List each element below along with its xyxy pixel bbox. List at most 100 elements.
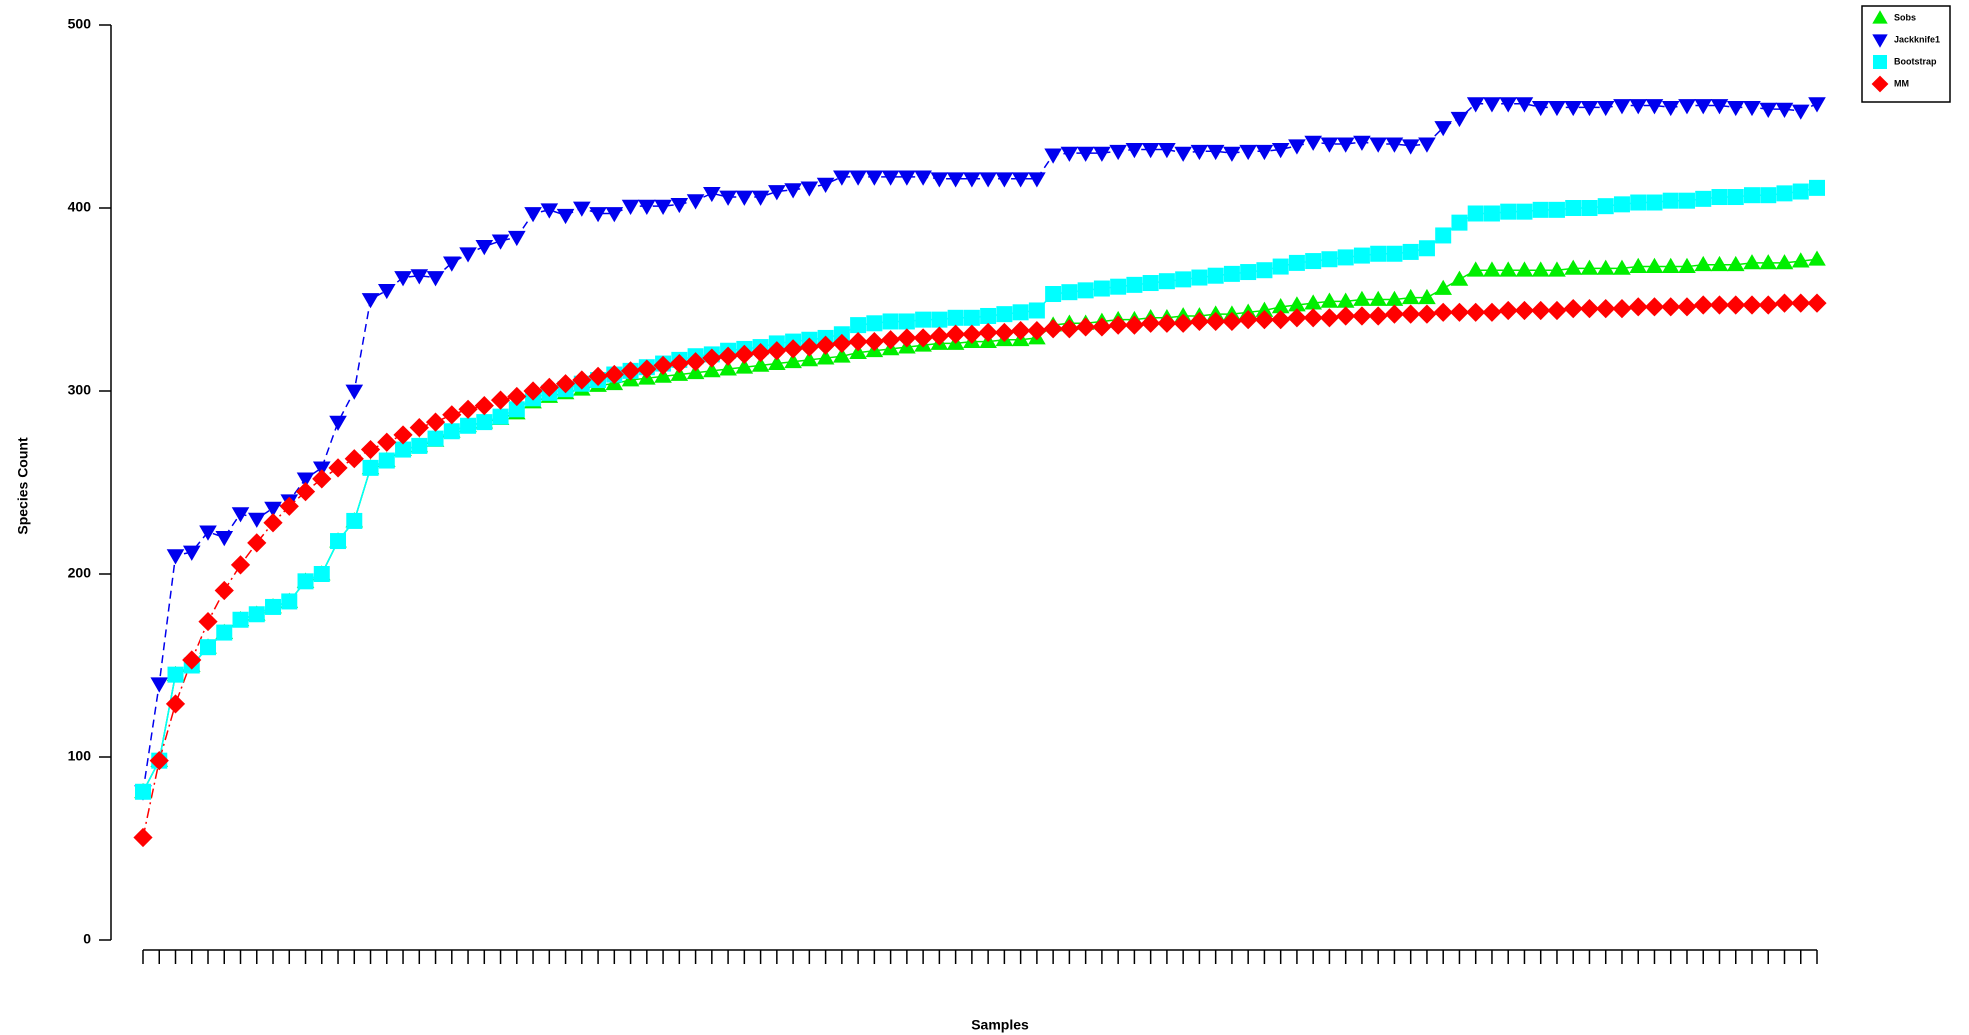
data-point (832, 333, 852, 354)
data-point (1223, 265, 1240, 282)
data-point (1742, 295, 1762, 315)
data-point (1531, 261, 1550, 277)
data-point (232, 611, 249, 628)
data-point (149, 751, 169, 771)
data-point (378, 452, 395, 469)
data-point (751, 190, 770, 206)
data-point (670, 365, 689, 381)
data-point (1547, 300, 1567, 321)
data-point (915, 311, 932, 328)
data-point (199, 525, 217, 541)
data-point (1336, 292, 1355, 308)
data-point (1645, 257, 1664, 273)
data-point (1093, 280, 1110, 297)
data-point (1759, 102, 1778, 118)
data-point (1191, 269, 1208, 286)
data-point (263, 513, 283, 533)
data-point (312, 461, 331, 477)
legend-marker (1872, 10, 1888, 24)
data-point (897, 328, 917, 348)
data-point (1061, 284, 1078, 301)
data-point (1644, 297, 1665, 317)
data-point (1402, 243, 1419, 260)
data-point (1565, 200, 1582, 216)
data-point (833, 170, 851, 186)
data-point (1028, 302, 1045, 319)
data-point (654, 367, 672, 383)
data-point (231, 507, 250, 523)
data-point (1743, 254, 1761, 270)
data-point (1596, 100, 1615, 117)
data-point (1044, 148, 1062, 164)
data-point (573, 201, 591, 217)
data-point (946, 172, 965, 188)
data-point (994, 322, 1014, 343)
data-point (1352, 306, 1372, 326)
data-point (1514, 300, 1535, 321)
data-point (198, 611, 218, 632)
data-point (1158, 143, 1176, 159)
data-point (719, 190, 737, 206)
data-point (1678, 99, 1696, 115)
data-point (1173, 313, 1193, 333)
data-point (980, 307, 997, 324)
data-point (1499, 261, 1518, 277)
data-point (1775, 102, 1794, 118)
data-point (230, 555, 251, 575)
data-point (1028, 172, 1046, 188)
data-point (474, 396, 494, 416)
data-point (1564, 100, 1583, 117)
data-point (1450, 111, 1469, 128)
data-point (491, 234, 510, 250)
data-point (882, 313, 899, 330)
data-point (1807, 293, 1827, 313)
data-point (1336, 137, 1355, 153)
data-point (214, 580, 234, 601)
data-point (182, 650, 202, 670)
data-point (833, 347, 851, 363)
data-point (1189, 311, 1210, 332)
data-point (995, 172, 1014, 188)
data-point (1305, 253, 1322, 270)
data-point (686, 194, 705, 210)
data-point (654, 199, 672, 215)
data-point (1304, 135, 1322, 151)
data-point (653, 355, 673, 375)
data-point (1125, 143, 1144, 159)
legend-marker (1871, 75, 1889, 93)
data-point (978, 322, 998, 343)
data-point (1271, 298, 1290, 314)
data-point (1596, 259, 1615, 275)
data-point (523, 381, 543, 401)
data-point (735, 358, 754, 374)
data-point (979, 172, 997, 188)
data-point (1288, 139, 1306, 155)
data-point (377, 283, 396, 300)
data-point (685, 352, 706, 372)
data-point (1174, 146, 1192, 162)
data-point (247, 533, 267, 553)
data-point (1124, 315, 1144, 335)
data-point (1613, 196, 1630, 213)
data-point (1564, 259, 1583, 275)
data-point (620, 361, 641, 381)
data-point (898, 170, 916, 186)
data-point (1515, 261, 1534, 277)
data-point (572, 370, 592, 390)
data-point (1011, 172, 1030, 188)
data-point (1516, 203, 1533, 220)
data-point (783, 339, 803, 359)
data-point (265, 598, 282, 615)
data-point (1791, 293, 1811, 313)
data-point (460, 417, 477, 434)
data-point (216, 624, 233, 641)
legend-label: MM (1894, 78, 1909, 88)
data-point (1809, 179, 1825, 196)
data-point (295, 482, 316, 502)
data-point (816, 335, 836, 355)
data-point (1791, 104, 1810, 120)
data-point (1256, 262, 1273, 279)
data-point (1710, 255, 1729, 272)
data-point (930, 172, 949, 188)
data-point (605, 207, 624, 223)
